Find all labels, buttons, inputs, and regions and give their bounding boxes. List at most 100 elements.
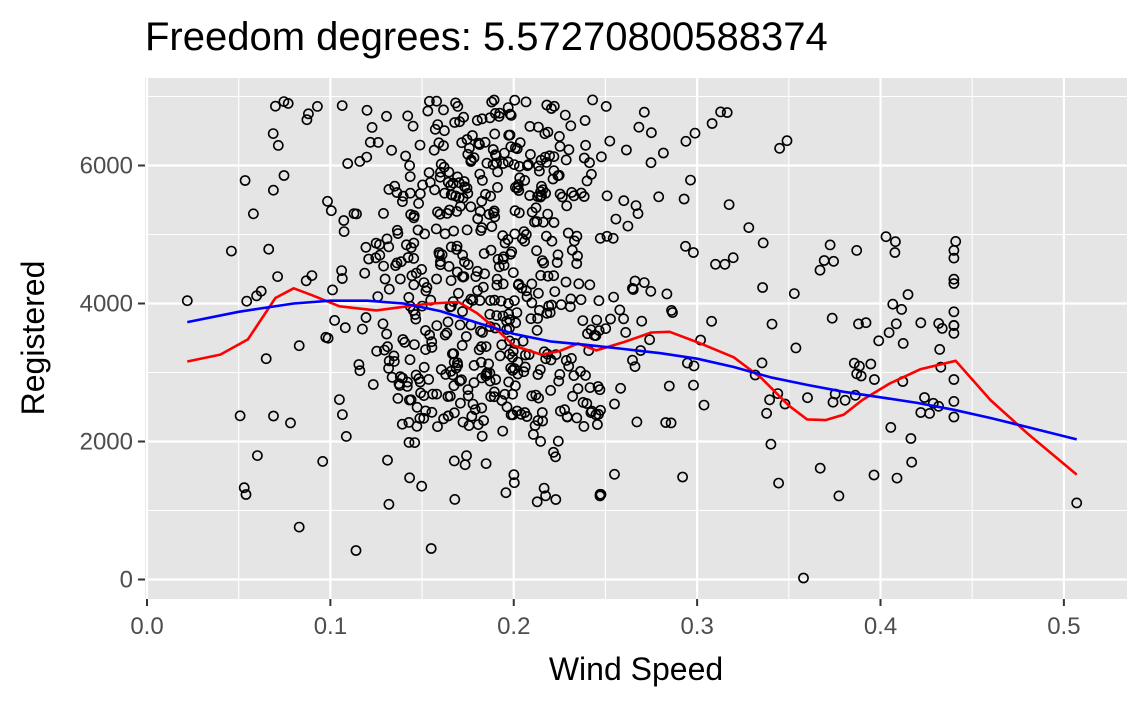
data-point [479,136,491,148]
data-point [594,384,606,396]
data-point [430,223,442,235]
data-point [627,354,638,366]
data-point [607,232,619,244]
data-point [535,186,546,198]
data-point [448,348,460,359]
data-point [371,345,383,357]
data-point [457,249,468,261]
data-point [353,359,365,370]
data-point [263,243,275,255]
data-point [444,390,456,402]
data-point [361,104,373,116]
x-tick-label: 0.0 [130,613,163,640]
data-point [456,339,468,351]
data-point [302,108,314,120]
data-point [828,255,839,267]
data-point [604,135,616,147]
data-point [269,100,281,112]
data-point [508,477,520,489]
data-point [779,398,791,410]
data-point [531,496,543,508]
data-point [267,128,279,139]
data-point [426,406,438,418]
data-point [272,271,283,282]
y-axis-title: Registered [15,261,51,416]
data-point [554,188,566,200]
data-point [454,397,466,409]
data-point [869,374,880,385]
data-point [317,455,329,467]
data-point [423,167,435,178]
data-point [677,471,688,483]
data-point [512,368,524,380]
data-point [561,411,573,423]
data-point [548,165,560,177]
data-point [827,396,839,408]
data-point [577,315,589,326]
data-point [538,257,550,269]
data-point [505,409,517,421]
data-point [502,102,514,113]
data-point [408,212,420,224]
data-point [476,402,488,414]
data-point [489,108,501,119]
data-point [509,295,520,306]
data-point [550,494,562,505]
data-point [889,247,901,258]
data-point [629,361,641,372]
data-point [400,150,411,162]
data-point [454,319,466,331]
data-point [663,380,675,392]
data-point [766,318,778,330]
data-point [572,250,583,262]
data-point [476,174,488,186]
data-point [432,421,443,432]
data-point [388,350,400,362]
data-point [578,191,590,202]
data-point [489,128,501,140]
data-point [935,361,947,373]
data-point [426,336,438,348]
data-point [645,285,657,297]
data-point [548,217,560,228]
data-point [378,344,390,356]
data-point [513,179,524,190]
data-point [483,208,495,220]
data-point [585,407,597,418]
data-point [404,160,415,171]
data-point [546,299,557,311]
data-point [427,388,439,400]
data-point [667,307,678,318]
data-point [536,255,548,266]
data-point [428,144,440,156]
data-point [452,287,464,299]
data-point [524,190,536,201]
data-point [336,273,348,284]
data-point [374,249,386,261]
data-point [614,304,626,316]
data-point [706,118,718,129]
data-point [348,208,360,219]
data-point [618,313,629,325]
data-point [575,365,586,377]
data-point [927,397,939,409]
data-point [578,420,590,432]
data-point [885,421,897,433]
data-point [306,270,318,281]
data-point [336,100,348,111]
data-point [510,142,521,154]
data-point [584,382,596,393]
data-point [486,221,498,232]
data-point [325,205,337,217]
data-point [560,154,572,166]
data-point [521,291,533,303]
data-point [915,407,927,418]
data-point [301,114,313,126]
data-point [234,410,246,422]
data-point [399,336,411,348]
data-point [438,104,449,116]
data-point [622,220,634,232]
data-point [451,266,463,278]
data-point [594,488,606,500]
data-point [378,260,389,272]
